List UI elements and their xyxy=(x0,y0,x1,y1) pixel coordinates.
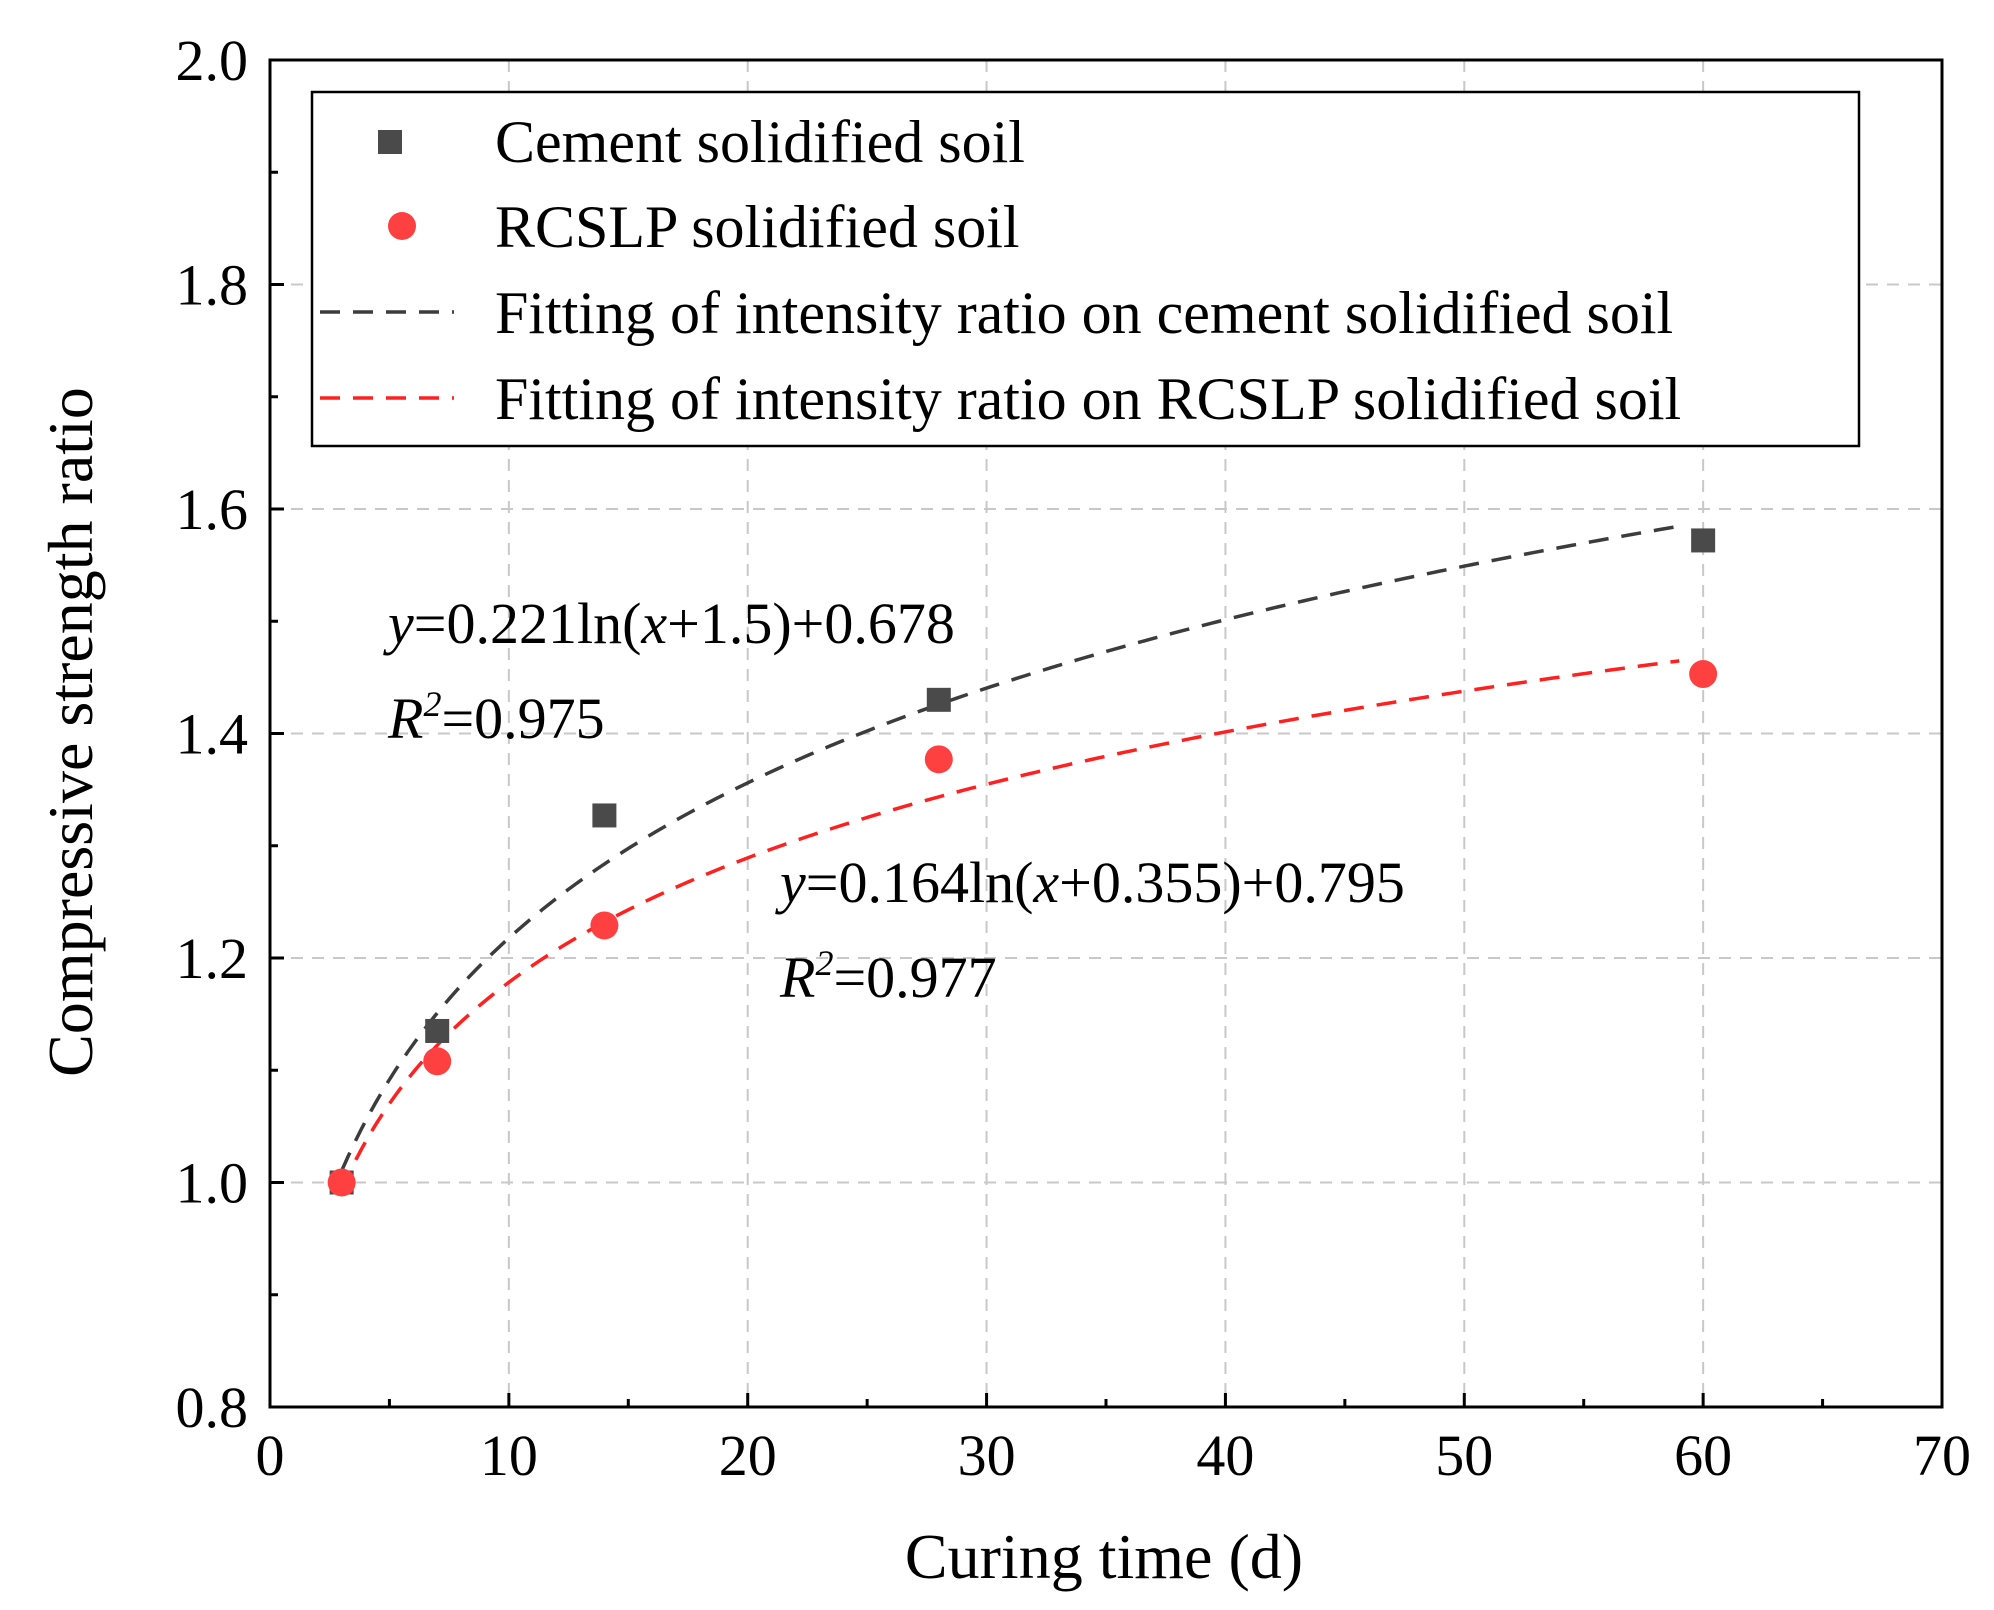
equation-rcslp: y=0.164ln(x+0.355)+0.795 R2=0.977 xyxy=(775,850,1405,1010)
y-tick-label: 0.8 xyxy=(176,1375,249,1440)
legend-marker-circle xyxy=(388,212,416,240)
axis-ticks xyxy=(268,58,1944,1409)
data-point-rcslp xyxy=(924,745,953,774)
legend-marker-square xyxy=(378,130,402,154)
legend-box xyxy=(310,90,1861,448)
equation-rcslp-r2: R2=0.977 xyxy=(779,943,997,1010)
fit-curves xyxy=(340,524,1680,1191)
data-point-rcslp xyxy=(423,1047,452,1076)
y-tick-label: 1.0 xyxy=(176,1151,249,1216)
x-tick-label: 60 xyxy=(1674,1423,1732,1488)
legend-label-cement-fit: Fitting of intensity ratio on cement sol… xyxy=(495,280,1673,346)
data-point-cement xyxy=(1691,528,1716,553)
y-tick-label: 1.2 xyxy=(176,926,249,991)
fit-line-rcslp xyxy=(340,659,1680,1191)
data-point-rcslp xyxy=(1689,660,1718,689)
data-point-rcslp xyxy=(327,1168,356,1197)
x-axis-title: Curing time (d) xyxy=(905,1521,1303,1592)
equation-rcslp-formula: y=0.164ln(x+0.355)+0.795 xyxy=(775,850,1405,915)
x-tick-label: 50 xyxy=(1435,1423,1493,1488)
equation-cement-formula: y=0.221ln(x+1.5)+0.678 xyxy=(383,591,955,656)
x-tick-label: 0 xyxy=(256,1423,285,1488)
y-tick-label: 1.4 xyxy=(176,702,249,767)
legend-label-cement: Cement solidified soil xyxy=(495,109,1025,175)
data-point-cement xyxy=(926,687,951,712)
x-tick-label: 30 xyxy=(958,1423,1016,1488)
legend-label-rcslp: RCSLP solidified soil xyxy=(495,194,1020,260)
tick-labels: 0 10 20 30 40 50 60 70 0.8 1.0 1.2 1.4 1.6 1.8 2.0 xyxy=(176,28,1972,1488)
y-tick-label: 1.8 xyxy=(176,253,249,318)
y-tick-label: 2.0 xyxy=(176,28,249,93)
y-tick-label: 1.6 xyxy=(176,477,249,542)
data-point-rcslp xyxy=(590,911,619,940)
x-tick-label: 40 xyxy=(1196,1423,1254,1488)
x-tick-label: 20 xyxy=(719,1423,777,1488)
data-point-cement xyxy=(425,1018,450,1043)
x-tick-label: 10 xyxy=(480,1423,538,1488)
legend: Cement solidified soil RCSLP solidified … xyxy=(310,90,1861,448)
equation-cement-r2: R2=0.975 xyxy=(387,684,605,751)
x-tick-label: 70 xyxy=(1913,1423,1971,1488)
legend-label-rcslp-fit: Fitting of intensity ratio on RCSLP soli… xyxy=(495,366,1681,432)
data-points xyxy=(327,528,1718,1197)
equation-cement: y=0.221ln(x+1.5)+0.678 R2=0.975 xyxy=(383,591,955,751)
data-point-cement xyxy=(592,803,617,828)
y-axis-title: Compressive strength ratio xyxy=(35,387,106,1077)
